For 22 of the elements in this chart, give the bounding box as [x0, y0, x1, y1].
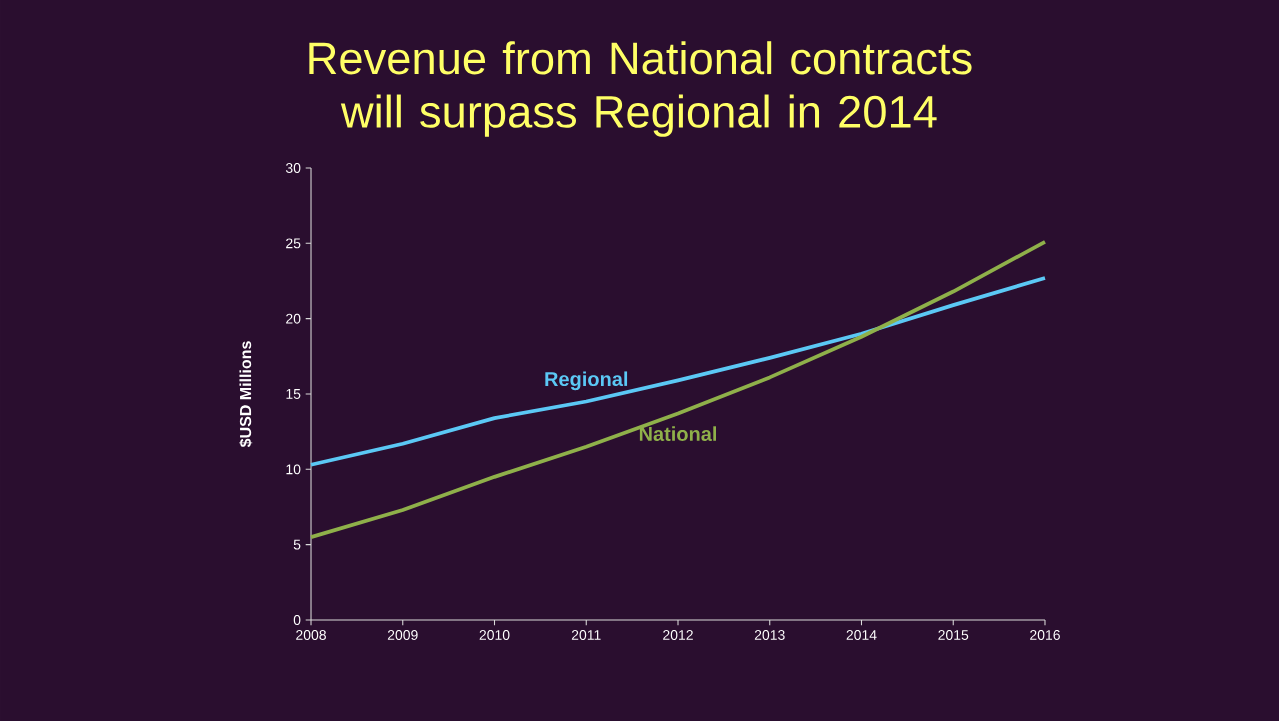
x-tick-label: 2013 — [754, 630, 785, 640]
y-axis-title: $USD Millions — [239, 341, 253, 448]
x-tick-label: 2011 — [571, 630, 601, 640]
x-tick-label: 2015 — [938, 630, 969, 640]
x-tick-label: 2010 — [479, 630, 510, 640]
x-tick-label: 2016 — [1030, 630, 1060, 640]
x-tick-label: 2009 — [387, 630, 418, 640]
x-tick-label: 2012 — [663, 630, 693, 640]
line-series — [309, 276, 1047, 467]
series-label: National — [639, 426, 717, 441]
chart-title: Revenue from National contracts will surpass Regional in 2014 — [309, 41, 972, 137]
y-tick-label: 30 — [285, 163, 301, 173]
y-tick-label: 15 — [286, 389, 301, 399]
y-tick-label: 20 — [286, 313, 301, 324]
series-label: Regional — [545, 371, 628, 391]
x-tick-label: 2008 — [296, 630, 326, 640]
x-tick-label: 2014 — [846, 630, 877, 640]
y-tick-label: 0 — [293, 615, 301, 625]
y-tick-label: 25 — [286, 238, 301, 249]
y-tick-label: 10 — [286, 464, 301, 475]
y-tick-label: 5 — [293, 539, 301, 550]
line-series — [309, 239, 1047, 539]
